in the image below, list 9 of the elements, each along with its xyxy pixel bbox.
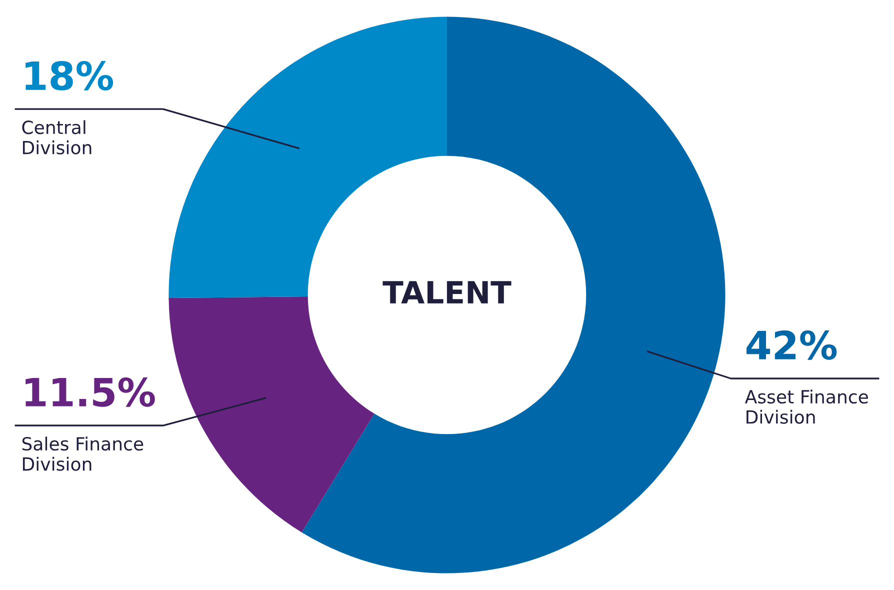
data-label: 11.5%	[26, 377, 155, 407]
slice-label: Central Division	[22, 120, 92, 154]
data-label: 42%	[746, 330, 837, 360]
slice-label: Sales Finance Division	[22, 436, 144, 471]
text: TALENT	[382, 281, 512, 304]
donut-slice	[168, 296, 374, 532]
slice-label: Asset Finance Division	[744, 390, 868, 424]
donut-slice	[302, 16, 726, 574]
data-label: 18%	[26, 60, 114, 90]
